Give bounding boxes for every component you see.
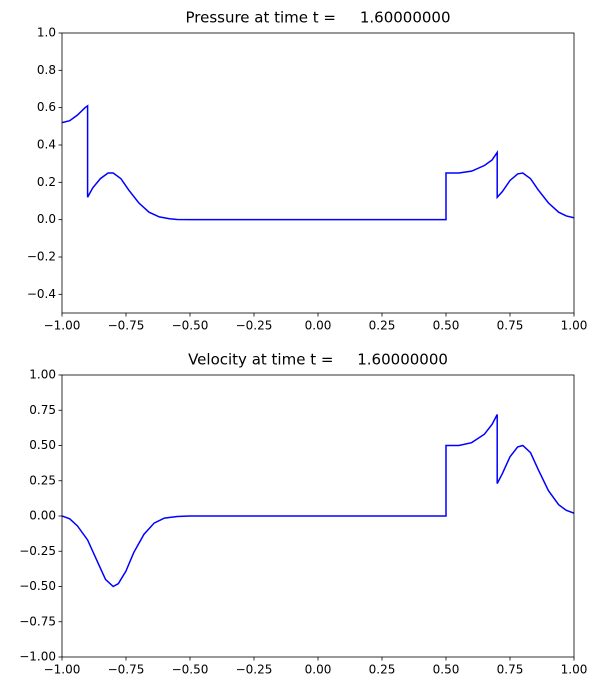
x-tick-label: −1.00 [44,319,81,333]
y-tick-label: −0.2 [27,250,56,264]
y-tick-label: 0.8 [37,63,56,77]
x-tick-label: 0.50 [433,663,460,677]
chart-title: Velocity at time t = 1.60000000 [188,351,448,369]
y-tick-label: −0.25 [19,544,56,558]
x-tick-label: 0.00 [305,663,332,677]
y-tick-label: 0.25 [29,473,56,487]
y-tick-label: 0.50 [29,438,56,452]
y-tick-label: 0.0 [37,212,56,226]
x-tick-label: −0.75 [108,663,145,677]
y-tick-label: −0.4 [27,287,56,301]
data-line [62,414,574,588]
y-tick-label: 1.0 [37,26,56,40]
x-tick-label: −1.00 [44,663,81,677]
x-tick-label: 0.25 [369,663,396,677]
x-tick-label: 1.00 [561,663,588,677]
y-tick-label: 0.75 [29,403,56,417]
x-tick-label: −0.25 [236,663,273,677]
x-tick-label: 1.00 [561,319,588,333]
y-tick-label: −0.75 [19,614,56,628]
chart-title: Pressure at time t = 1.60000000 [185,9,450,27]
y-tick-label: 0.4 [37,138,56,152]
x-tick-label: 0.25 [369,319,396,333]
x-tick-label: 0.75 [497,663,524,677]
data-line [62,104,574,221]
x-tick-label: −0.25 [236,319,273,333]
y-tick-label: 0.6 [37,100,56,114]
x-tick-label: −0.50 [172,319,209,333]
x-tick-label: −0.50 [172,663,209,677]
x-tick-label: 0.00 [305,319,332,333]
y-tick-label: 0.2 [37,175,56,189]
x-tick-label: 0.75 [497,319,524,333]
y-tick-label: −1.00 [19,650,56,664]
y-tick-label: −0.50 [19,579,56,593]
x-tick-label: 0.50 [433,319,460,333]
y-tick-label: 0.00 [29,509,56,523]
y-tick-label: 1.00 [29,368,56,382]
x-tick-label: −0.75 [108,319,145,333]
